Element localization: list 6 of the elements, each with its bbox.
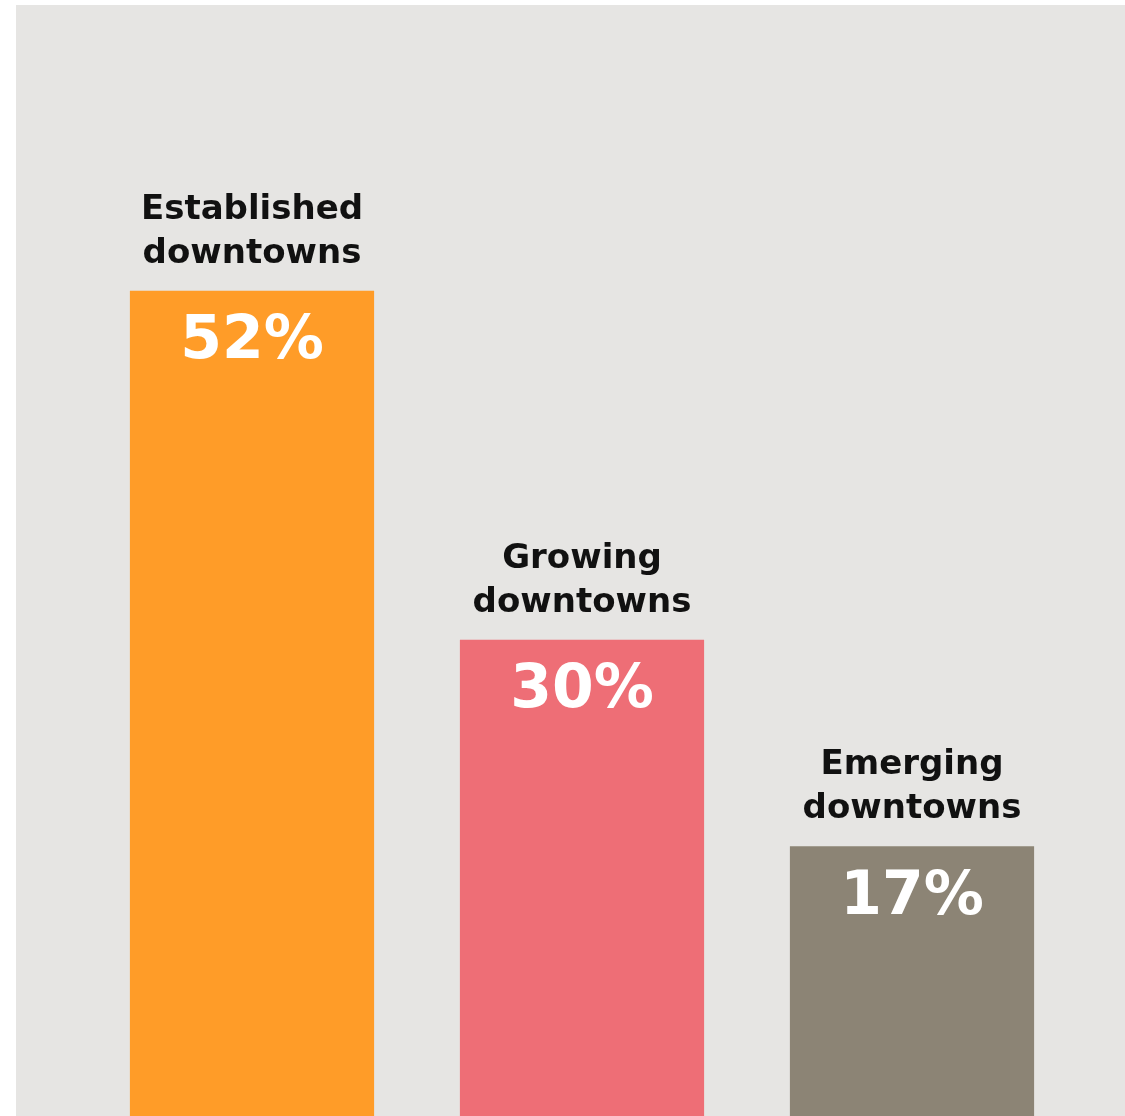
data-label: 30% xyxy=(510,651,654,722)
x-tick-label: Established downtowns xyxy=(140,186,364,271)
x-tick-label: Growing downtowns xyxy=(472,535,692,620)
data-label: 52% xyxy=(180,302,324,373)
x-tick-label: Emerging downtowns xyxy=(802,742,1022,827)
data-label: 17% xyxy=(840,857,984,928)
